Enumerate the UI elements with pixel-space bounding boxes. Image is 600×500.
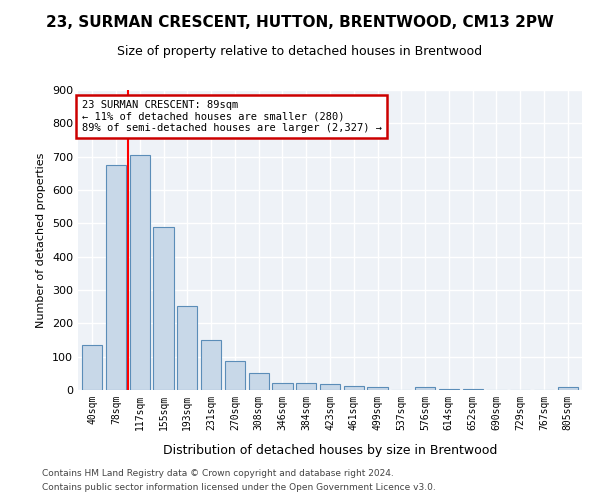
- Bar: [320, 384, 340, 390]
- Bar: [248, 374, 269, 390]
- Text: Contains HM Land Registry data © Crown copyright and database right 2024.: Contains HM Land Registry data © Crown c…: [42, 468, 394, 477]
- Bar: [106, 165, 126, 390]
- Bar: [367, 386, 388, 390]
- Bar: [201, 340, 221, 390]
- Bar: [272, 382, 293, 390]
- X-axis label: Distribution of detached houses by size in Brentwood: Distribution of detached houses by size …: [163, 444, 497, 457]
- Text: 23, SURMAN CRESCENT, HUTTON, BRENTWOOD, CM13 2PW: 23, SURMAN CRESCENT, HUTTON, BRENTWOOD, …: [46, 15, 554, 30]
- Bar: [344, 386, 364, 390]
- Bar: [415, 388, 435, 390]
- Text: Contains public sector information licensed under the Open Government Licence v3: Contains public sector information licen…: [42, 484, 436, 492]
- Bar: [177, 306, 197, 390]
- Y-axis label: Number of detached properties: Number of detached properties: [37, 152, 46, 328]
- Text: 23 SURMAN CRESCENT: 89sqm
← 11% of detached houses are smaller (280)
89% of semi: 23 SURMAN CRESCENT: 89sqm ← 11% of detac…: [82, 100, 382, 133]
- Bar: [130, 155, 150, 390]
- Bar: [296, 384, 316, 390]
- Bar: [557, 386, 578, 390]
- Bar: [225, 360, 245, 390]
- Text: Size of property relative to detached houses in Brentwood: Size of property relative to detached ho…: [118, 45, 482, 58]
- Bar: [154, 226, 173, 390]
- Bar: [82, 345, 103, 390]
